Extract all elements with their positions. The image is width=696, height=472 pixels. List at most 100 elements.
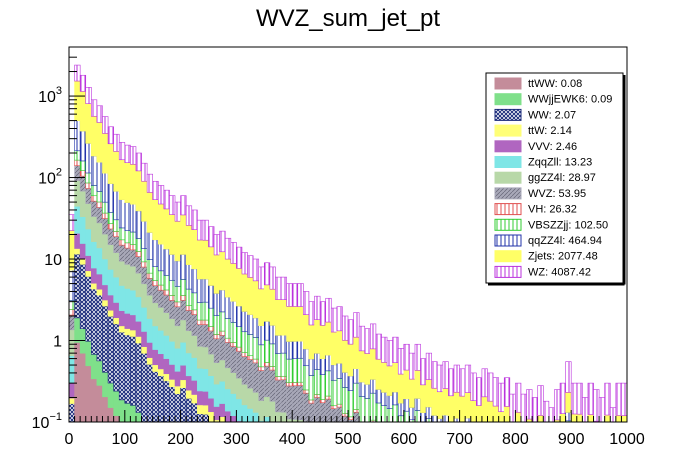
bar-segment — [79, 91, 87, 132]
bar-segment — [342, 372, 349, 388]
bar-segment — [135, 238, 142, 252]
bar-segment — [141, 220, 148, 249]
bar-segment — [91, 378, 98, 423]
bar-segment — [252, 412, 260, 423]
bar-segment — [336, 378, 343, 405]
bar-segment — [409, 407, 416, 421]
bar-segment — [163, 335, 170, 359]
legend-label: WVZ: 53.95 — [528, 188, 586, 200]
bar-segment — [113, 133, 120, 152]
bar-segment — [397, 373, 405, 404]
bar-segment — [593, 389, 600, 422]
bar-segment — [157, 185, 165, 205]
bar-segment — [381, 362, 388, 393]
bar-segment — [124, 162, 131, 203]
bar-segment — [330, 379, 338, 407]
bar-segment — [202, 391, 209, 406]
bar-segment — [191, 357, 198, 381]
bar-segment — [208, 226, 215, 248]
bar-segment — [163, 358, 170, 375]
bar-segment — [414, 343, 421, 371]
bar-segment — [431, 387, 438, 416]
bar-segment — [191, 268, 198, 294]
bar-segment — [202, 413, 209, 423]
bar-segment — [275, 335, 282, 354]
bar-segment — [219, 251, 226, 291]
bar-segment — [224, 410, 232, 423]
bar-segment — [85, 276, 92, 342]
bar-segment — [342, 339, 349, 373]
bar-segment — [275, 379, 282, 413]
bar-segment — [152, 349, 159, 366]
bar-segment — [213, 334, 220, 340]
bar-segment — [213, 293, 220, 316]
bar-segment — [224, 342, 232, 369]
bar-segment — [152, 239, 159, 267]
bar-segment — [85, 365, 92, 423]
bar-segment — [107, 143, 114, 184]
bar-segment — [169, 379, 176, 388]
bar-segment — [102, 201, 109, 214]
bar-segment — [252, 362, 260, 393]
bar-segment — [431, 361, 438, 389]
bar-segment — [453, 364, 460, 393]
bar-segment — [79, 160, 87, 171]
bar-segment — [180, 195, 187, 216]
bar-segment — [498, 411, 505, 423]
bar-segment — [169, 279, 176, 296]
x-tick-label: 500 — [335, 431, 362, 448]
bar-segment — [280, 334, 287, 354]
x-tick-label: 300 — [223, 431, 250, 448]
bar-segment — [297, 306, 304, 342]
bar-segment — [157, 375, 165, 423]
bar-segment — [498, 382, 505, 413]
bar-segment — [314, 295, 321, 320]
bar-segment — [163, 274, 170, 291]
bar-segment — [604, 382, 611, 416]
bar-segment — [141, 331, 148, 347]
bar-segment — [96, 207, 103, 224]
bar-segment — [570, 413, 578, 423]
y-tick-label: 102 — [38, 167, 62, 188]
bar-segment — [247, 359, 254, 389]
bar-segment — [163, 380, 170, 423]
bar-segment — [152, 371, 159, 423]
bar-segment — [297, 340, 304, 359]
bar-segment — [263, 396, 271, 418]
bar-segment — [459, 395, 466, 423]
bar-segment — [169, 295, 176, 301]
bar-segment — [414, 410, 421, 423]
bar-segment — [481, 368, 488, 398]
bar-segment — [280, 352, 287, 377]
bar-segment — [197, 302, 204, 321]
bar-segment — [325, 354, 332, 372]
bar-segment — [118, 227, 126, 241]
legend-label: ttWW: 0.08 — [528, 78, 582, 90]
bar-segment — [135, 272, 142, 298]
bar-segment — [124, 313, 131, 329]
bar-segment — [135, 320, 142, 337]
bar-segment — [587, 414, 594, 423]
bar-segment — [141, 180, 148, 222]
bar-segment — [124, 402, 131, 423]
bar-segment — [375, 402, 382, 423]
bar-segment — [68, 355, 75, 384]
bar-segment — [152, 302, 159, 327]
bar-segment — [252, 258, 260, 282]
bar-segment — [79, 258, 87, 265]
bar-segment — [141, 352, 148, 423]
bar-segment — [241, 252, 248, 275]
bar-segment — [96, 201, 103, 208]
legend-label: WWjjEWK6: 0.09 — [528, 94, 612, 106]
bar-segment — [303, 392, 310, 423]
bar-segment — [442, 361, 449, 389]
bar-segment — [96, 273, 103, 290]
bar-segment — [258, 370, 265, 401]
bar-segment — [263, 284, 271, 322]
bar-segment — [135, 412, 142, 423]
bar-segment — [135, 170, 142, 212]
bar-segment — [91, 115, 98, 157]
bar-segment — [425, 406, 432, 419]
bar-segment — [219, 330, 226, 336]
bar-segment — [152, 325, 159, 350]
